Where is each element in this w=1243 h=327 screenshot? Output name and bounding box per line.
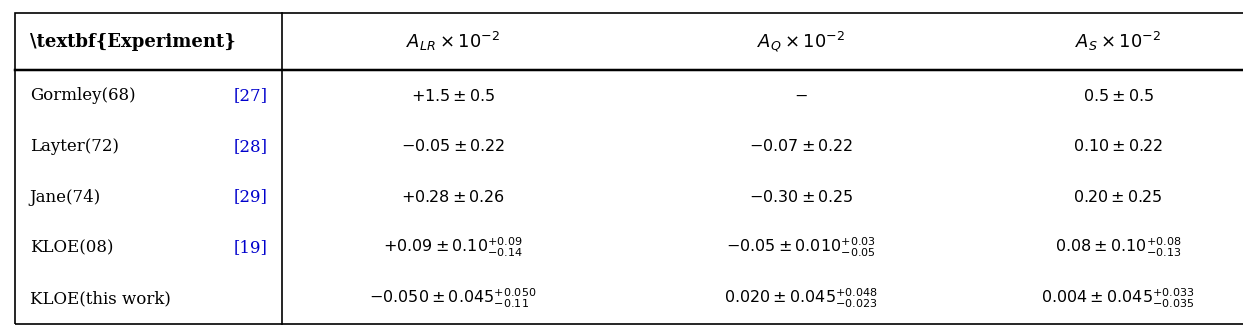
Text: [19]: [19] — [234, 239, 267, 256]
Text: KLOE(this work): KLOE(this work) — [30, 290, 170, 307]
Text: [27]: [27] — [234, 87, 267, 104]
Text: Jane(74): Jane(74) — [30, 189, 101, 205]
Text: $0.10 \pm 0.22$: $0.10 \pm 0.22$ — [1073, 138, 1163, 154]
Text: $-0.30 \pm 0.25$: $-0.30 \pm 0.25$ — [750, 189, 853, 205]
Text: $+1.5 \pm 0.5$: $+1.5 \pm 0.5$ — [411, 88, 495, 104]
Text: $0.020 \pm 0.045^{+0.048}_{-0.023}$: $0.020 \pm 0.045^{+0.048}_{-0.023}$ — [725, 287, 878, 310]
Text: $-0.05 \pm 0.22$: $-0.05 \pm 0.22$ — [401, 138, 505, 154]
Text: $+0.09 \pm 0.10^{+0.09}_{-0.14}$: $+0.09 \pm 0.10^{+0.09}_{-0.14}$ — [383, 236, 523, 259]
Text: $-0.050 \pm 0.045^{+0.050}_{-0.11}$: $-0.050 \pm 0.045^{+0.050}_{-0.11}$ — [369, 287, 537, 310]
Text: $0.004 \pm 0.045^{+0.033}_{-0.035}$: $0.004 \pm 0.045^{+0.033}_{-0.035}$ — [1042, 287, 1195, 310]
Text: [28]: [28] — [234, 138, 267, 155]
Text: $A_{LR} \times 10^{-2}$: $A_{LR} \times 10^{-2}$ — [406, 30, 500, 53]
Text: Gormley(68): Gormley(68) — [30, 87, 135, 104]
Text: $+0.28 \pm 0.26$: $+0.28 \pm 0.26$ — [401, 189, 505, 205]
Text: \textbf{Experiment}: \textbf{Experiment} — [30, 33, 236, 51]
Text: $-0.07 \pm 0.22$: $-0.07 \pm 0.22$ — [750, 138, 853, 154]
Text: $A_{S} \times 10^{-2}$: $A_{S} \times 10^{-2}$ — [1075, 30, 1161, 53]
Text: $-0.05 \pm 0.010^{+0.03}_{-0.05}$: $-0.05 \pm 0.010^{+0.03}_{-0.05}$ — [726, 236, 876, 259]
Text: $A_{Q} \times 10^{-2}$: $A_{Q} \times 10^{-2}$ — [757, 29, 845, 54]
Text: $0.20 \pm 0.25$: $0.20 \pm 0.25$ — [1073, 189, 1163, 205]
Text: $0.08 \pm 0.10^{+0.08}_{-0.13}$: $0.08 \pm 0.10^{+0.08}_{-0.13}$ — [1055, 236, 1181, 259]
Text: $-$: $-$ — [794, 88, 808, 103]
Text: $0.5 \pm 0.5$: $0.5 \pm 0.5$ — [1083, 88, 1154, 104]
Text: KLOE(08): KLOE(08) — [30, 239, 113, 256]
Text: [29]: [29] — [234, 189, 267, 205]
Text: Layter(72): Layter(72) — [30, 138, 119, 155]
